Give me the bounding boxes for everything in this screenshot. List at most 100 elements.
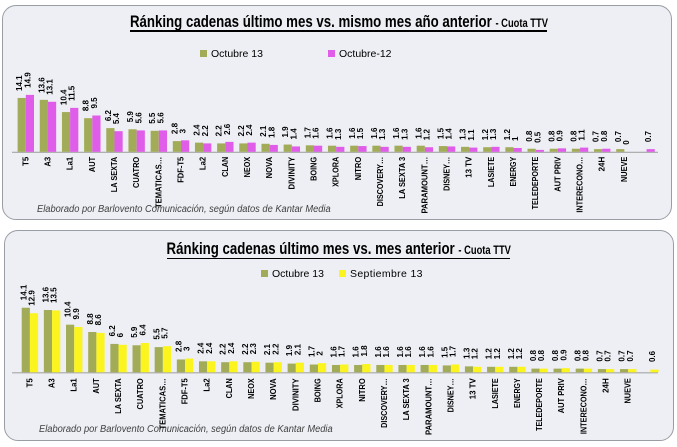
svg-text:BOING: BOING xyxy=(309,156,319,180)
svg-text:AUT: AUT xyxy=(91,378,101,394)
svg-text:BOING: BOING xyxy=(312,378,322,402)
svg-text:9.9: 9.9 xyxy=(72,308,81,320)
svg-text:0.7: 0.7 xyxy=(592,130,601,142)
svg-text:1.6: 1.6 xyxy=(414,127,423,139)
svg-text:ENERGY: ENERGY xyxy=(512,378,522,408)
svg-text:14.1: 14.1 xyxy=(19,284,28,300)
svg-text:14.9: 14.9 xyxy=(23,72,32,88)
svg-text:CLAN: CLAN xyxy=(224,378,234,398)
svg-text:1.2: 1.2 xyxy=(515,348,524,360)
svg-text:1.7: 1.7 xyxy=(307,345,316,357)
svg-text:NEOX: NEOX xyxy=(242,157,252,178)
svg-text:0.9: 0.9 xyxy=(555,130,564,142)
svg-text:8.6: 8.6 xyxy=(94,314,103,326)
svg-text:0.9: 0.9 xyxy=(559,349,568,361)
svg-text:13.1: 13.1 xyxy=(46,79,55,95)
svg-text:DISNEY…: DISNEY… xyxy=(442,157,452,191)
svg-text:1.6: 1.6 xyxy=(404,346,413,358)
svg-text:0.5: 0.5 xyxy=(533,131,542,143)
svg-text:2.2: 2.2 xyxy=(271,343,280,355)
svg-text:1.6: 1.6 xyxy=(330,346,339,358)
svg-text:5.5: 5.5 xyxy=(148,112,157,124)
svg-text:1.5: 1.5 xyxy=(356,127,365,139)
svg-text:1.2: 1.2 xyxy=(471,348,480,360)
svg-text:NOVA: NOVA xyxy=(264,157,274,179)
svg-text:FDF-T5: FDF-T5 xyxy=(175,157,185,183)
svg-text:2.8: 2.8 xyxy=(174,340,183,352)
svg-text:DIVINITY: DIVINITY xyxy=(286,157,296,190)
svg-text:La2: La2 xyxy=(198,157,208,171)
svg-text:1.3: 1.3 xyxy=(400,128,409,140)
svg-text:AUT PRIV: AUT PRIV xyxy=(552,157,562,192)
svg-text:0.8: 0.8 xyxy=(551,349,560,361)
svg-text:DISNEY…: DISNEY… xyxy=(445,378,455,412)
svg-text:CUATRO: CUATRO xyxy=(135,378,145,410)
svg-text:1.2: 1.2 xyxy=(485,348,494,360)
svg-text:0.6: 0.6 xyxy=(648,350,657,362)
svg-text:5.4: 5.4 xyxy=(112,112,121,124)
svg-text:13.6: 13.6 xyxy=(41,286,50,302)
svg-text:1.2: 1.2 xyxy=(422,129,431,141)
svg-text:1.3: 1.3 xyxy=(489,128,498,140)
svg-text:0.8: 0.8 xyxy=(529,349,538,361)
svg-text:6.4: 6.4 xyxy=(138,324,147,336)
svg-text:LASIETE: LASIETE xyxy=(486,157,496,188)
svg-text:2.2: 2.2 xyxy=(219,343,228,355)
svg-text:1.6: 1.6 xyxy=(312,127,321,139)
svg-text:13 TV: 13 TV xyxy=(464,157,474,178)
svg-text:0.7: 0.7 xyxy=(614,130,623,142)
svg-text:1.6: 1.6 xyxy=(396,346,405,358)
svg-text:1.6: 1.6 xyxy=(426,346,435,358)
svg-text:2: 2 xyxy=(316,351,325,356)
svg-text:0.7: 0.7 xyxy=(604,350,613,362)
svg-text:1.9: 1.9 xyxy=(285,344,294,356)
svg-text:LA SEXTA 3: LA SEXTA 3 xyxy=(397,157,407,199)
svg-text:1.2: 1.2 xyxy=(481,129,490,141)
svg-text:DIVINITY: DIVINITY xyxy=(290,378,300,411)
svg-text:1.7: 1.7 xyxy=(449,345,458,357)
svg-text:LA SEXTA: LA SEXTA xyxy=(109,157,119,192)
svg-text:2.8: 2.8 xyxy=(170,122,179,134)
svg-text:5.6: 5.6 xyxy=(134,112,143,124)
svg-text:TEMATICAS…: TEMATICAS… xyxy=(157,378,167,429)
svg-text:1: 1 xyxy=(511,136,520,141)
svg-text:1.1: 1.1 xyxy=(467,129,476,141)
svg-text:13.6: 13.6 xyxy=(37,77,46,93)
svg-text:CLAN: CLAN xyxy=(220,157,230,177)
svg-text:1.5: 1.5 xyxy=(436,127,445,139)
svg-text:NOVA: NOVA xyxy=(268,378,278,400)
svg-text:T5: T5 xyxy=(24,378,34,387)
svg-text:PARAMOUNT…: PARAMOUNT… xyxy=(423,378,433,435)
svg-text:TEMATICAS…: TEMATICAS… xyxy=(153,157,163,208)
svg-text:XPLORA: XPLORA xyxy=(331,157,341,187)
svg-text:0.8: 0.8 xyxy=(573,349,582,361)
svg-text:2.2: 2.2 xyxy=(201,125,210,137)
svg-text:1.2: 1.2 xyxy=(493,348,502,360)
svg-text:TELEDEPORTE: TELEDEPORTE xyxy=(530,157,540,210)
svg-text:NUEVE: NUEVE xyxy=(623,378,633,403)
svg-text:2.1: 2.1 xyxy=(263,344,272,356)
svg-text:2.4: 2.4 xyxy=(227,342,236,354)
svg-text:1.4: 1.4 xyxy=(289,128,298,140)
svg-text:0.7: 0.7 xyxy=(595,350,604,362)
svg-text:6: 6 xyxy=(116,332,125,337)
svg-text:2.6: 2.6 xyxy=(223,123,232,135)
svg-text:1.6: 1.6 xyxy=(382,346,391,358)
svg-text:0.8: 0.8 xyxy=(547,130,556,142)
svg-text:NITRO: NITRO xyxy=(353,156,363,180)
svg-text:LASIETE: LASIETE xyxy=(490,378,500,409)
svg-text:2.4: 2.4 xyxy=(205,342,214,354)
svg-text:INTERECONO…: INTERECONO… xyxy=(578,378,588,434)
svg-text:5.6: 5.6 xyxy=(156,112,165,124)
svg-text:2.1: 2.1 xyxy=(293,344,302,356)
svg-text:1.6: 1.6 xyxy=(418,346,427,358)
svg-text:0: 0 xyxy=(622,140,631,145)
svg-text:10.4: 10.4 xyxy=(64,301,73,317)
svg-text:6.2: 6.2 xyxy=(108,325,117,337)
svg-text:12.9: 12.9 xyxy=(28,290,37,306)
svg-text:1.6: 1.6 xyxy=(352,346,361,358)
svg-text:1.3: 1.3 xyxy=(334,128,343,140)
svg-text:5.5: 5.5 xyxy=(152,328,161,340)
svg-text:0.8: 0.8 xyxy=(582,349,591,361)
svg-text:8.8: 8.8 xyxy=(82,100,91,112)
